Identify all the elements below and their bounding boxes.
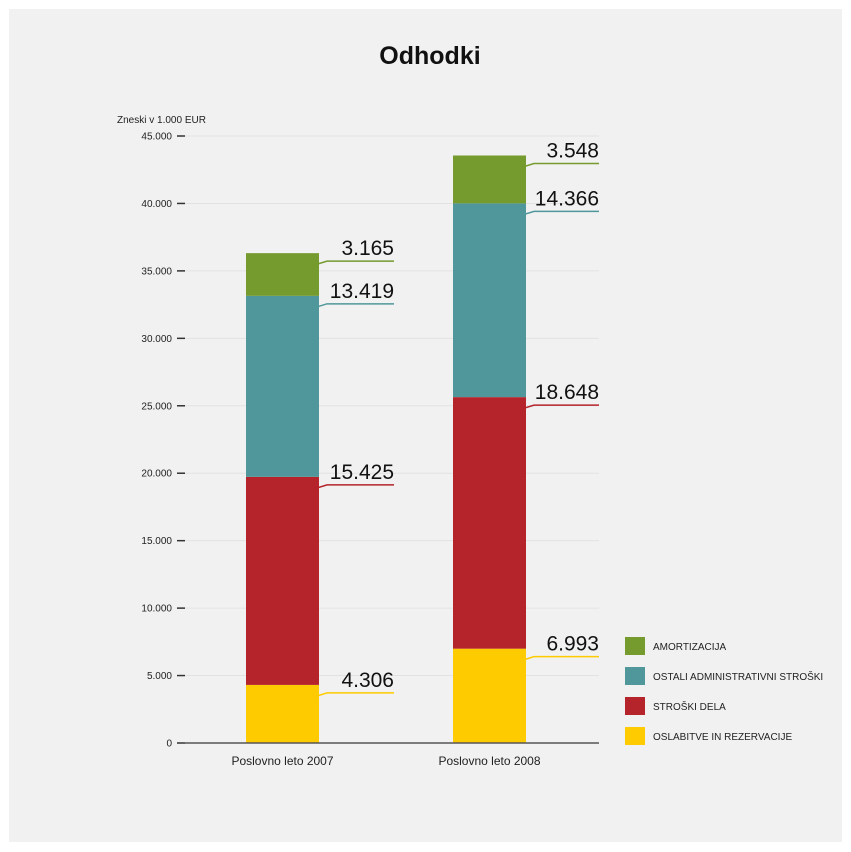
legend-label: OSTALI ADMINISTRATIVNI STROŠKI <box>653 670 823 683</box>
legend-swatch <box>625 727 645 745</box>
y-tick-label: 25.000 <box>141 401 172 412</box>
value-leader-line <box>494 210 599 225</box>
y-tick-label: 35.000 <box>141 266 172 277</box>
value-label: 3.548 <box>546 139 599 162</box>
bar-segment <box>453 203 526 398</box>
value-leader-line <box>494 162 599 177</box>
bar-segment <box>246 253 319 296</box>
y-tick-label: 0 <box>166 739 172 750</box>
legend-swatch <box>625 667 645 685</box>
y-tick-label: 45.000 <box>141 132 172 143</box>
y-tick-label: 20.000 <box>141 469 172 480</box>
legend-swatch <box>625 697 645 715</box>
value-leader-line <box>287 692 394 706</box>
legend-label: AMORTIZACIJA <box>653 642 726 653</box>
y-tick-label: 10.000 <box>141 604 172 615</box>
value-leader-line <box>287 303 394 317</box>
chart-container: Odhodki Zneski v 1.000 EUR 4.306 15.425 13… <box>9 9 842 842</box>
bar-segment <box>453 397 526 649</box>
value-label: 18.648 <box>535 381 599 404</box>
y-tick-label: 15.000 <box>141 536 172 547</box>
bar-segment <box>453 155 526 204</box>
value-leader-line <box>287 260 394 274</box>
value-leader-line <box>494 404 599 418</box>
y-tick-label: 40.000 <box>141 199 172 210</box>
y-tick-label: 30.000 <box>141 334 172 345</box>
value-leader-line <box>494 655 599 670</box>
x-category-label: Poslovno leto 2008 <box>438 754 540 768</box>
value-label: 4.306 <box>341 669 394 692</box>
value-leader-line <box>287 484 394 498</box>
legend-label: STROŠKI DELA <box>653 700 726 713</box>
value-label: 3.165 <box>341 237 394 260</box>
value-label: 15.425 <box>330 461 394 484</box>
chart-svg: Odhodki Zneski v 1.000 EUR 4.306 15.425 13… <box>117 42 823 768</box>
legend-label: OSLABITVE IN REZERVACIJE <box>653 732 792 743</box>
value-label: 13.419 <box>330 280 394 303</box>
y-axis-unit-label: Zneski v 1.000 EUR <box>117 115 206 126</box>
chart-title: Odhodki <box>379 42 480 70</box>
bar-segment <box>246 295 319 477</box>
legend-swatch <box>625 637 645 655</box>
bar-segment <box>246 684 319 743</box>
bar-segment <box>453 648 526 743</box>
x-category-label: Poslovno leto 2007 <box>231 754 333 768</box>
value-label: 6.993 <box>546 633 599 656</box>
value-label: 14.366 <box>535 187 599 210</box>
bar-segment <box>246 476 319 685</box>
y-tick-label: 5.000 <box>147 671 172 682</box>
